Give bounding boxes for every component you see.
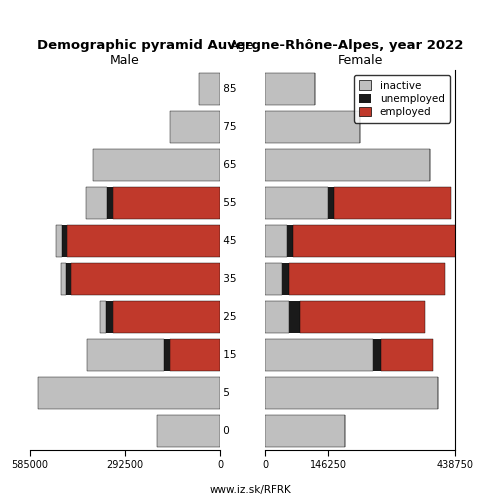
Bar <box>62 225 68 257</box>
Bar <box>265 263 282 295</box>
Bar <box>113 187 220 219</box>
Bar <box>265 415 345 447</box>
Title: Female: Female <box>338 54 382 68</box>
Text: 75: 75 <box>220 122 236 132</box>
Bar <box>199 73 220 105</box>
Bar <box>156 415 220 447</box>
Bar <box>286 225 293 257</box>
Bar <box>328 187 334 219</box>
Text: 15: 15 <box>220 350 236 360</box>
Bar <box>88 339 164 371</box>
Text: www.iz.sk/RFRK: www.iz.sk/RFRK <box>209 485 291 495</box>
Text: 85: 85 <box>220 84 236 94</box>
Bar <box>106 301 113 333</box>
Text: 55: 55 <box>220 198 236 208</box>
Bar <box>107 187 113 219</box>
Bar <box>70 263 220 295</box>
Bar <box>334 187 451 219</box>
Text: 35: 35 <box>220 274 236 284</box>
Bar <box>38 377 220 409</box>
Legend: inactive, unemployed, employed: inactive, unemployed, employed <box>354 75 450 122</box>
Bar <box>68 225 220 257</box>
Bar <box>289 301 300 333</box>
Bar <box>170 339 220 371</box>
Bar <box>265 187 328 219</box>
Text: 45: 45 <box>220 236 236 246</box>
Bar <box>170 111 220 143</box>
Bar <box>265 73 315 105</box>
Bar <box>265 377 438 409</box>
Bar <box>86 187 107 219</box>
Bar <box>265 339 374 371</box>
Bar <box>66 263 70 295</box>
Bar <box>56 225 62 257</box>
Bar <box>113 301 220 333</box>
Bar <box>374 339 381 371</box>
Bar <box>61 263 66 295</box>
Bar <box>300 301 425 333</box>
Text: 0: 0 <box>220 426 230 436</box>
Bar <box>100 301 106 333</box>
Text: Demographic pyramid Auvergne-Rhône-Alpes, year 2022: Demographic pyramid Auvergne-Rhône-Alpes… <box>37 40 463 52</box>
Bar <box>289 263 444 295</box>
Title: Male: Male <box>110 54 140 68</box>
Bar <box>293 225 458 257</box>
Text: Age: Age <box>230 40 254 52</box>
Bar <box>381 339 433 371</box>
Bar <box>265 111 360 143</box>
Text: 25: 25 <box>220 312 236 322</box>
Bar <box>94 149 220 181</box>
Bar <box>265 149 430 181</box>
Text: 65: 65 <box>220 160 236 170</box>
Bar <box>164 339 170 371</box>
Bar <box>265 301 289 333</box>
Bar <box>265 225 286 257</box>
Bar <box>282 263 289 295</box>
Text: 5: 5 <box>220 388 230 398</box>
